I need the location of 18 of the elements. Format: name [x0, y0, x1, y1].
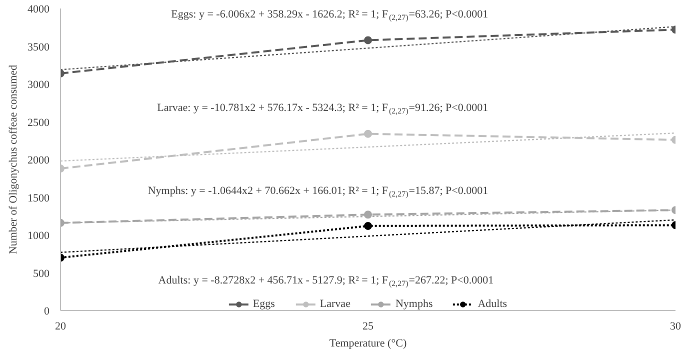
y-tick-label: 4000 [28, 4, 50, 16]
x-tick-label: 20 [55, 320, 66, 332]
y-axis-title: Number of Oligonychus coffeae consumed [8, 64, 20, 254]
legend-label: Larvae [320, 298, 350, 310]
legend-label: Adults [478, 298, 508, 310]
y-tick-label: 3000 [28, 79, 50, 91]
legend-label: Nymphs [395, 298, 433, 310]
x-tick-label: 30 [670, 320, 682, 332]
y-tick-label: 0 [44, 306, 50, 318]
y-tick-label: 500 [33, 268, 50, 280]
y-tick-label: 2000 [28, 154, 50, 166]
x-axis-title: Temperature (°C) [329, 338, 407, 350]
y-tick-label: 2500 [28, 116, 50, 129]
y-tick-label: 3500 [28, 41, 50, 54]
y-tick-label: 1500 [28, 192, 50, 204]
y-tick-label: 1000 [28, 230, 50, 242]
x-tick-label: 25 [362, 320, 374, 332]
legend-label: Eggs [252, 298, 275, 310]
